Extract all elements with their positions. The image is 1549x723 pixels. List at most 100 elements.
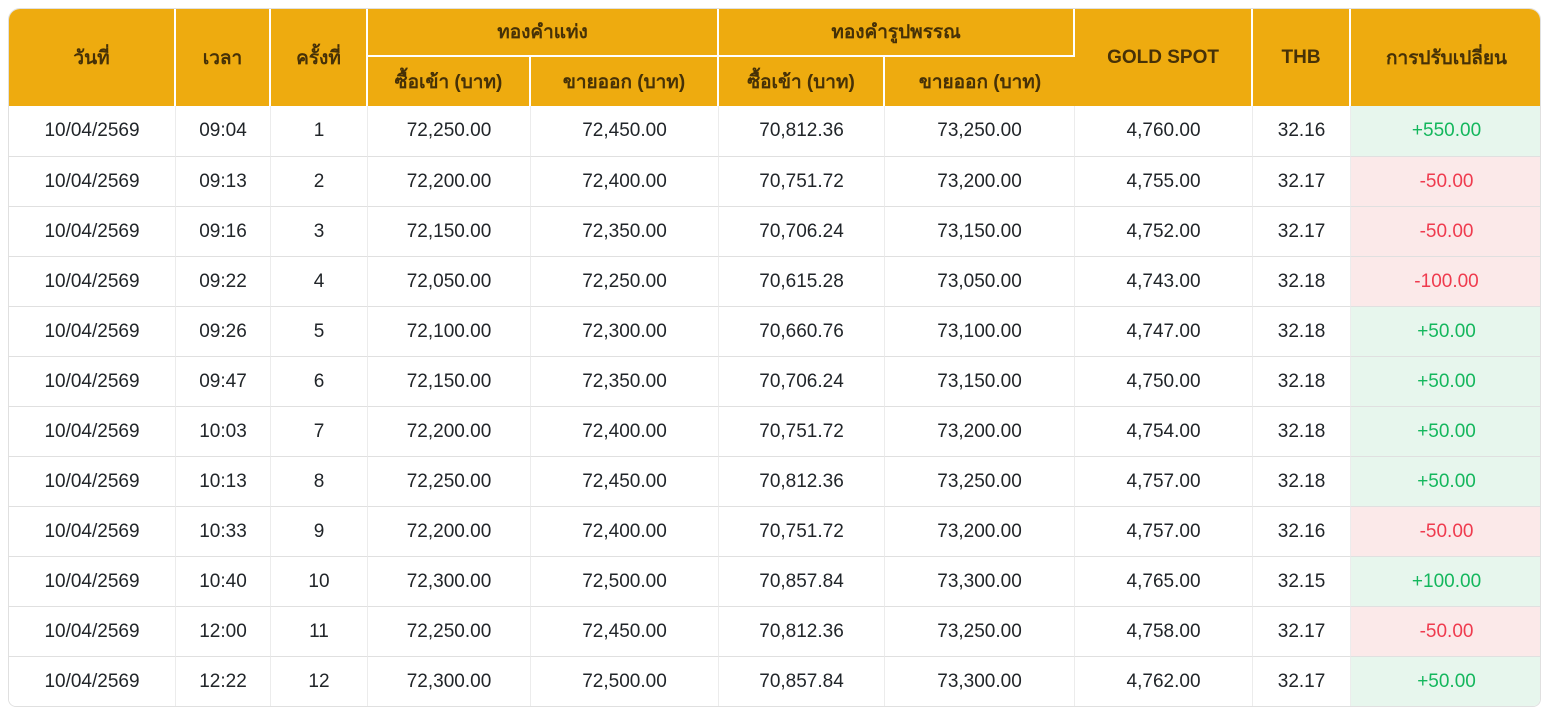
cell-bar-buy: 72,150.00 [368,356,531,406]
cell-date: 10/04/2569 [9,656,176,706]
cell-time: 10:40 [176,556,271,606]
cell-thb: 32.17 [1253,156,1352,206]
col-header-gold-ornament-group: ทองคำรูปพรรณ [719,9,1076,57]
cell-date: 10/04/2569 [9,456,176,506]
cell-bar-sell: 72,250.00 [531,256,720,306]
table-row: 10/04/2569 09:13 2 72,200.00 72,400.00 7… [9,156,1540,206]
cell-bar-buy: 72,100.00 [368,306,531,356]
cell-gold-spot: 4,760.00 [1075,106,1254,156]
cell-date: 10/04/2569 [9,156,176,206]
cell-bar-sell: 72,450.00 [531,456,720,506]
cell-bar-sell: 72,300.00 [531,306,720,356]
table-row: 10/04/2569 10:33 9 72,200.00 72,400.00 7… [9,506,1540,556]
cell-bar-buy: 72,150.00 [368,206,531,256]
cell-date: 10/04/2569 [9,606,176,656]
cell-bar-buy: 72,200.00 [368,506,531,556]
cell-round: 7 [271,406,368,456]
table-row: 10/04/2569 12:22 12 72,300.00 72,500.00 … [9,656,1540,706]
cell-bar-buy: 72,200.00 [368,406,531,456]
gold-price-table: วันที่ เวลา ครั้งที่ ทองคำแท่ง ทองคำรูปพ… [9,9,1540,706]
cell-thb: 32.17 [1253,206,1352,256]
cell-ornament-buy: 70,615.28 [719,256,886,306]
col-header-thb: THB [1253,9,1352,106]
cell-round: 10 [271,556,368,606]
cell-change: +50.00 [1351,306,1540,356]
cell-bar-sell: 72,400.00 [531,506,720,556]
cell-date: 10/04/2569 [9,556,176,606]
table-row: 10/04/2569 09:47 6 72,150.00 72,350.00 7… [9,356,1540,406]
cell-change: +50.00 [1351,406,1540,456]
cell-bar-buy: 72,200.00 [368,156,531,206]
cell-ornament-sell: 73,150.00 [885,356,1076,406]
cell-bar-buy: 72,050.00 [368,256,531,306]
cell-change: -100.00 [1351,256,1540,306]
cell-gold-spot: 4,757.00 [1075,506,1254,556]
cell-ornament-buy: 70,660.76 [719,306,886,356]
cell-gold-spot: 4,747.00 [1075,306,1254,356]
cell-round: 4 [271,256,368,306]
cell-bar-buy: 72,300.00 [368,556,531,606]
cell-ornament-sell: 73,250.00 [885,606,1076,656]
cell-ornament-buy: 70,706.24 [719,356,886,406]
cell-ornament-sell: 73,100.00 [885,306,1076,356]
cell-ornament-buy: 70,751.72 [719,506,886,556]
col-header-bar-buy: ซื้อเข้า (บาท) [368,57,531,106]
cell-gold-spot: 4,755.00 [1075,156,1254,206]
table-row: 10/04/2569 09:16 3 72,150.00 72,350.00 7… [9,206,1540,256]
cell-gold-spot: 4,758.00 [1075,606,1254,656]
cell-change: +100.00 [1351,556,1540,606]
col-header-gold-bar-group: ทองคำแท่ง [368,9,720,57]
table-header: วันที่ เวลา ครั้งที่ ทองคำแท่ง ทองคำรูปพ… [9,9,1540,106]
cell-time: 09:16 [176,206,271,256]
cell-bar-sell: 72,350.00 [531,206,720,256]
cell-ornament-buy: 70,812.36 [719,456,886,506]
cell-ornament-sell: 73,250.00 [885,106,1076,156]
cell-round: 8 [271,456,368,506]
cell-date: 10/04/2569 [9,356,176,406]
cell-round: 1 [271,106,368,156]
cell-bar-sell: 72,500.00 [531,656,720,706]
cell-date: 10/04/2569 [9,506,176,556]
cell-bar-buy: 72,250.00 [368,106,531,156]
cell-bar-buy: 72,300.00 [368,656,531,706]
cell-ornament-sell: 73,250.00 [885,456,1076,506]
cell-change: +550.00 [1351,106,1540,156]
cell-time: 10:03 [176,406,271,456]
cell-round: 5 [271,306,368,356]
cell-change: +50.00 [1351,456,1540,506]
table-row: 10/04/2569 10:03 7 72,200.00 72,400.00 7… [9,406,1540,456]
cell-ornament-sell: 73,300.00 [885,656,1076,706]
cell-gold-spot: 4,765.00 [1075,556,1254,606]
cell-bar-sell: 72,450.00 [531,106,720,156]
table-row: 10/04/2569 10:13 8 72,250.00 72,450.00 7… [9,456,1540,506]
cell-round: 11 [271,606,368,656]
cell-round: 3 [271,206,368,256]
col-header-gold-spot: GOLD SPOT [1075,9,1254,106]
cell-bar-buy: 72,250.00 [368,456,531,506]
gold-price-table-container: วันที่ เวลา ครั้งที่ ทองคำแท่ง ทองคำรูปพ… [8,8,1541,707]
col-header-bar-sell: ขายออก (บาท) [531,57,720,106]
cell-time: 09:26 [176,306,271,356]
cell-thb: 32.17 [1253,606,1352,656]
cell-gold-spot: 4,754.00 [1075,406,1254,456]
cell-gold-spot: 4,750.00 [1075,356,1254,406]
cell-ornament-buy: 70,812.36 [719,606,886,656]
cell-time: 09:13 [176,156,271,206]
cell-round: 6 [271,356,368,406]
cell-ornament-buy: 70,857.84 [719,556,886,606]
table-body: 10/04/2569 09:04 1 72,250.00 72,450.00 7… [9,106,1540,706]
cell-ornament-sell: 73,200.00 [885,506,1076,556]
cell-ornament-sell: 73,200.00 [885,156,1076,206]
cell-change: +50.00 [1351,656,1540,706]
cell-thb: 32.15 [1253,556,1352,606]
cell-time: 09:04 [176,106,271,156]
cell-ornament-buy: 70,812.36 [719,106,886,156]
cell-gold-spot: 4,757.00 [1075,456,1254,506]
cell-bar-sell: 72,350.00 [531,356,720,406]
table-row: 10/04/2569 09:26 5 72,100.00 72,300.00 7… [9,306,1540,356]
cell-thb: 32.17 [1253,656,1352,706]
cell-thb: 32.18 [1253,456,1352,506]
cell-round: 9 [271,506,368,556]
cell-date: 10/04/2569 [9,406,176,456]
